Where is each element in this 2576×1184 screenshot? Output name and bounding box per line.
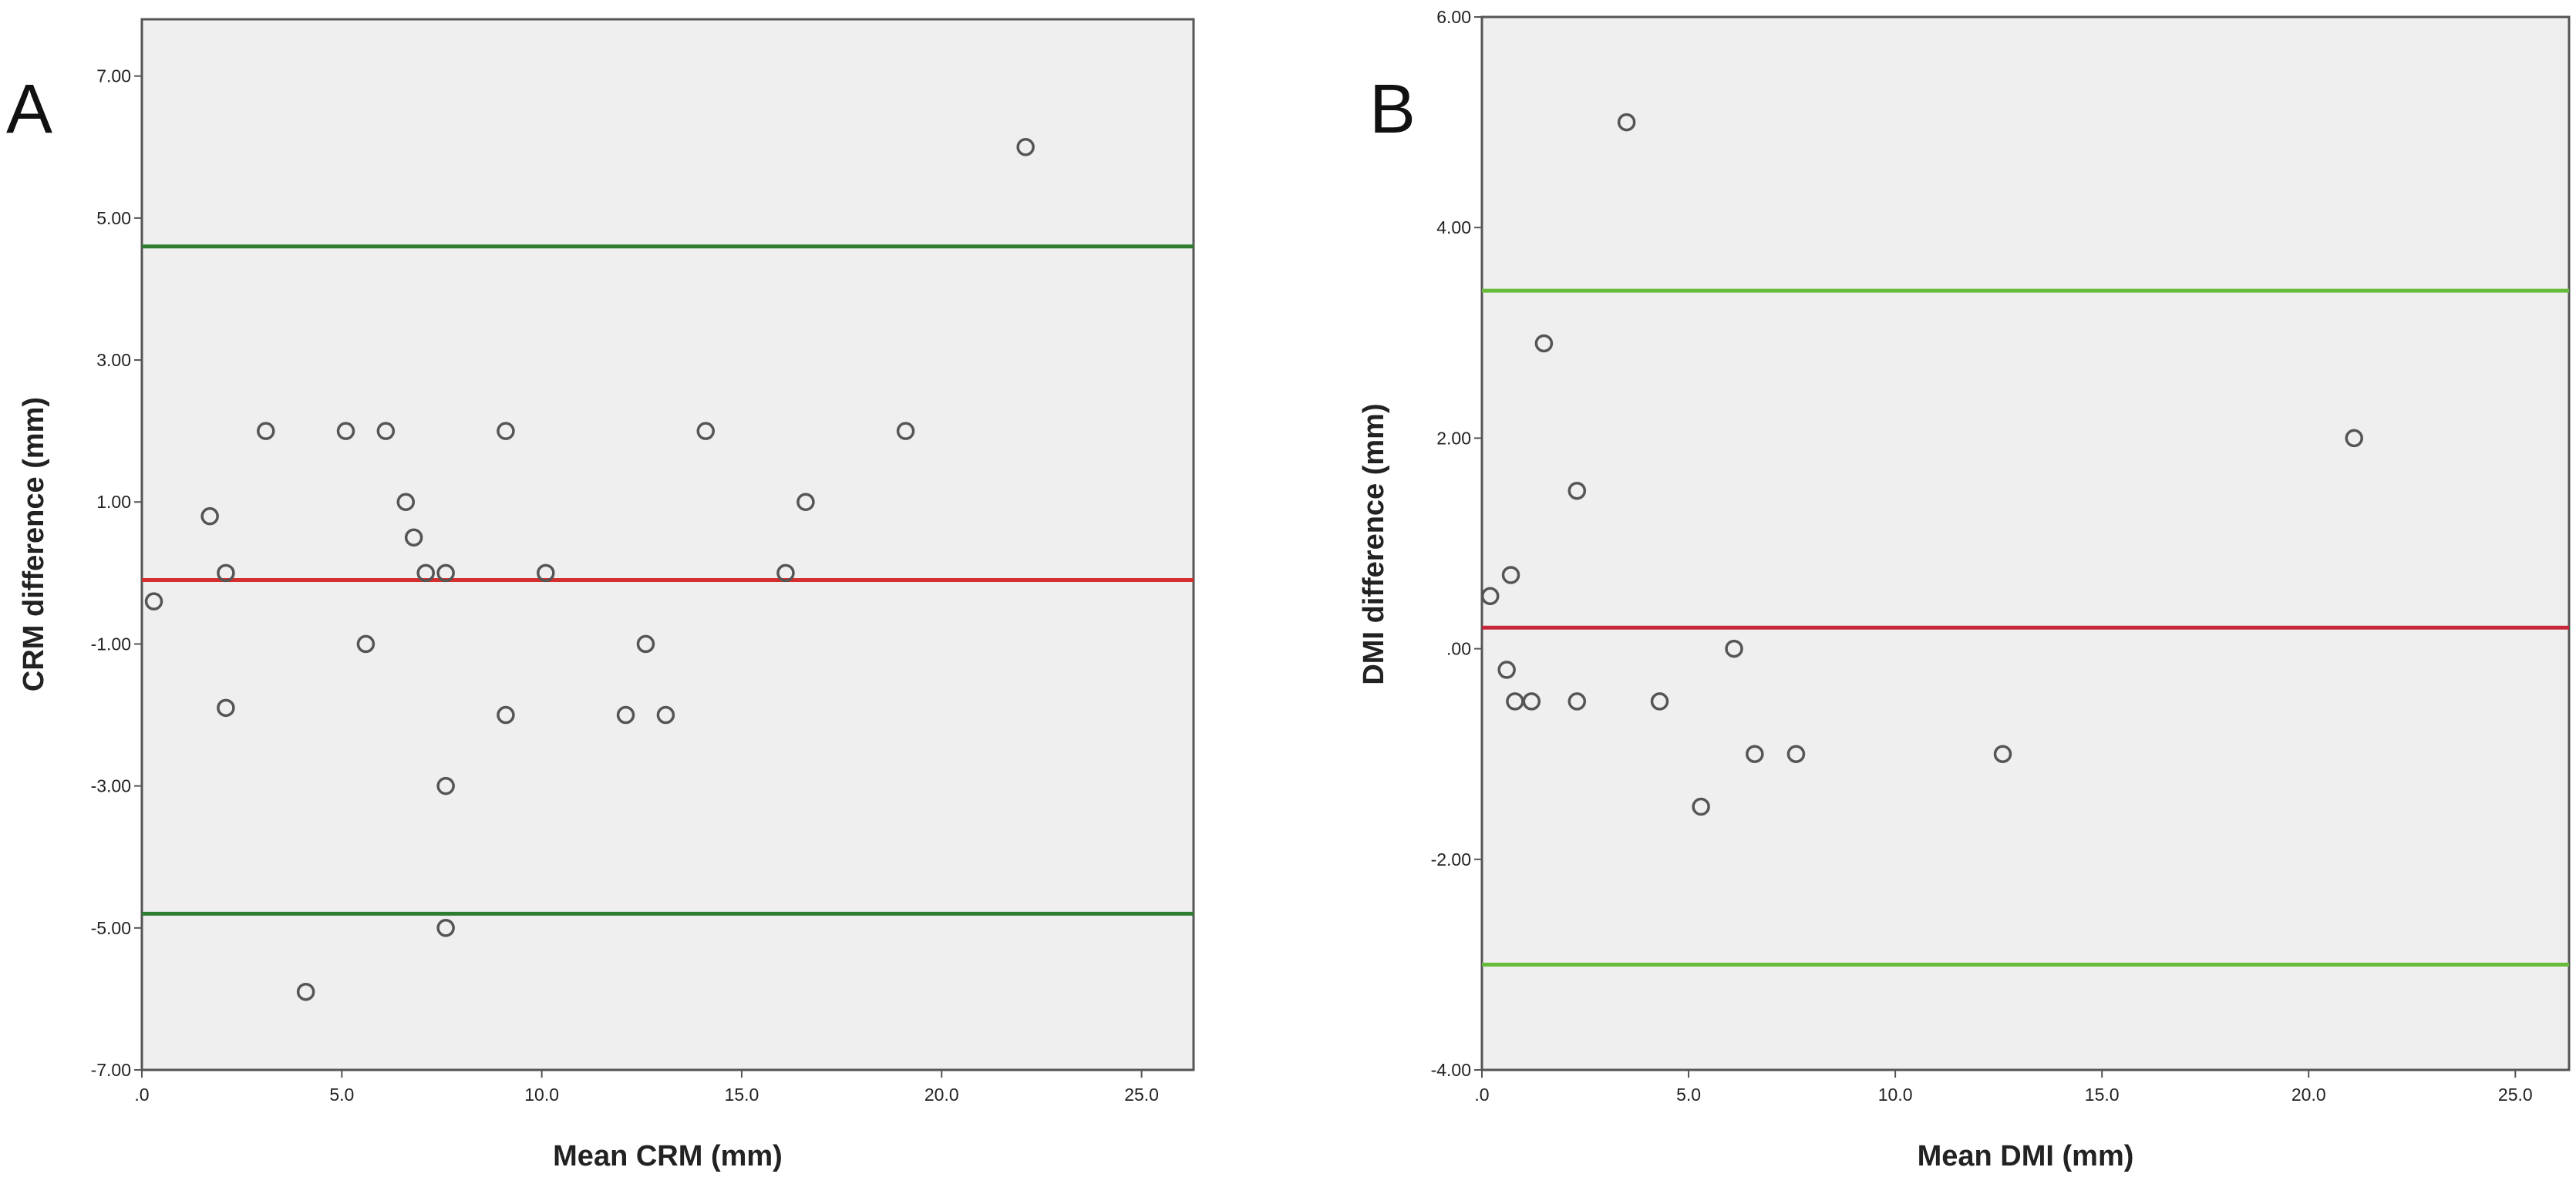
panel-a-data-point-6 bbox=[336, 422, 355, 440]
panel-a-y-tick-label-2: 3.00 bbox=[96, 350, 131, 370]
panel-a-x-tick-label-1: 5.0 bbox=[329, 1085, 354, 1105]
panel-a-data-point-15 bbox=[497, 422, 515, 440]
panel-b-y-tick-label-1: 4.00 bbox=[1436, 217, 1471, 237]
panel-a-label: A bbox=[6, 71, 52, 148]
panel-a-data-point-23 bbox=[796, 493, 815, 511]
panel-b-y-tick-label-0: 6.00 bbox=[1436, 7, 1471, 27]
panel-a-plot-area bbox=[140, 18, 1195, 1071]
panel-a-y-axis-title: CRM difference (mm) bbox=[18, 397, 50, 691]
panel-b-data-point-2 bbox=[1501, 566, 1520, 584]
panel-a-data-point-8 bbox=[376, 422, 396, 440]
panel-a-x-axis: .0 5.0 10.0 15.0 20.0 25.0 bbox=[134, 1070, 1159, 1105]
panel-b-y-tick-label-4: -2.00 bbox=[1431, 849, 1471, 870]
panel-a-x-tick-label-4: 20.0 bbox=[924, 1085, 959, 1105]
panel-b-data-point-12 bbox=[1746, 745, 1764, 763]
panel-a-data-point-0 bbox=[144, 592, 163, 610]
panel-b-data-point-13 bbox=[1786, 745, 1806, 763]
panel-a-data-point-24 bbox=[896, 422, 915, 440]
panel-b-x-tick-label-5: 25.0 bbox=[2498, 1085, 2533, 1105]
panel-b-data-point-6 bbox=[1567, 481, 1587, 500]
panel-a-y-tick-label-4: -1.00 bbox=[91, 634, 131, 654]
panel-a-data-point-3 bbox=[217, 698, 235, 718]
panel-b-data-point-11 bbox=[1725, 639, 1743, 658]
panel-a-data-point-22 bbox=[776, 563, 795, 583]
panel-a-y-tick-label-3: 1.00 bbox=[96, 492, 131, 512]
panel-b-data-point-10 bbox=[1692, 797, 1710, 816]
panel-b-points bbox=[1480, 113, 2363, 816]
panel-b-y-axis-title: DMI difference (mm) bbox=[1358, 403, 1390, 684]
panel-a-data-point-4 bbox=[257, 422, 275, 440]
panel-a-x-tick-label-3: 15.0 bbox=[725, 1085, 759, 1105]
panel-a-data-point-16 bbox=[497, 705, 515, 725]
panel-a-x-tick-label-0: .0 bbox=[134, 1085, 149, 1105]
panel-b-data-point-0 bbox=[1480, 587, 1500, 606]
panel-b-y-axis: 6.00 4.00 2.00 .00 -2.00 -4.00 bbox=[1431, 7, 1482, 1080]
panel-b-x-tick-label-2: 10.0 bbox=[1878, 1085, 1913, 1105]
panel-b-data-point-7 bbox=[1567, 692, 1587, 711]
panel-b-data-point-4 bbox=[1522, 692, 1541, 711]
panel-b-y-tick-label-2: 2.00 bbox=[1436, 428, 1471, 448]
panel-a-y-axis: 7.00 5.00 3.00 1.00 -1.00 -3.00 -5.00 -7.00 bbox=[91, 66, 142, 1080]
panel-b-data-point-14 bbox=[1993, 745, 2012, 763]
panel-b-x-tick-label-4: 20.0 bbox=[2291, 1085, 2326, 1105]
panel-b-plot-area bbox=[1480, 15, 2571, 1071]
panel-b-reference-lines bbox=[1482, 288, 2569, 967]
panel-b-data-point-5 bbox=[1534, 334, 1554, 353]
panel-a-x-tick-label-5: 25.0 bbox=[1124, 1085, 1159, 1105]
panel-b-y-tick-label-5: -4.00 bbox=[1431, 1060, 1471, 1080]
panel-a-data-point-13 bbox=[436, 776, 455, 796]
panel-a-data-point-5 bbox=[296, 982, 315, 1001]
panel-a-y-tick-label-0: 7.00 bbox=[96, 66, 131, 86]
panel-a-y-tick-label-1: 5.00 bbox=[96, 208, 131, 228]
panel-a-data-point-21 bbox=[696, 422, 716, 440]
panel-b-x-tick-label-1: 5.0 bbox=[1676, 1085, 1701, 1105]
panel-b-data-point-8 bbox=[1617, 113, 1636, 132]
panel-a-data-point-19 bbox=[636, 634, 655, 654]
panel-a-data-point-17 bbox=[537, 563, 555, 583]
panel-a: A .0 5.0 10.0 15.0 20.0 25.0 7.00 5.00 3.00 1.00… bbox=[6, 18, 1195, 1172]
panel-a-data-point-7 bbox=[356, 634, 375, 654]
panel-a-x-tick-label-2: 10.0 bbox=[524, 1085, 559, 1105]
panel-a-data-point-9 bbox=[396, 493, 416, 511]
panel-a-reference-lines bbox=[142, 244, 1194, 916]
panel-b-data-point-15 bbox=[2345, 429, 2363, 448]
panel-a-data-point-2 bbox=[217, 563, 235, 583]
panel-b-x-tick-label-0: .0 bbox=[1474, 1085, 1489, 1105]
panel-a-x-axis-title: Mean CRM (mm) bbox=[553, 1140, 783, 1172]
panel-a-y-tick-label-5: -3.00 bbox=[91, 776, 131, 796]
panel-a-data-point-10 bbox=[404, 528, 423, 547]
panel-a-data-point-12 bbox=[436, 563, 455, 583]
panel-b-x-axis-title: Mean DMI (mm) bbox=[1918, 1140, 2134, 1172]
panel-a-y-tick-label-7: -7.00 bbox=[91, 1060, 131, 1080]
panel-a-data-point-1 bbox=[200, 506, 219, 526]
panel-a-data-point-11 bbox=[416, 563, 435, 583]
panel-b-data-point-9 bbox=[1650, 692, 1669, 711]
panel-a-data-point-25 bbox=[1016, 138, 1035, 156]
panel-b-data-point-1 bbox=[1497, 661, 1516, 679]
panel-b: B .0 5.0 10.0 15.0 20.0 25.0 6.00 4.00 2.00 .00 -… bbox=[1358, 7, 2571, 1172]
panel-b-y-tick-label-3: .00 bbox=[1446, 639, 1471, 659]
panel-a-data-point-18 bbox=[616, 705, 635, 725]
panel-a-data-point-14 bbox=[436, 919, 455, 937]
panel-b-x-tick-label-3: 15.0 bbox=[2085, 1085, 2120, 1105]
panel-b-label: B bbox=[1369, 71, 1416, 148]
panel-a-y-tick-label-6: -5.00 bbox=[91, 918, 131, 938]
panel-b-x-axis: .0 5.0 10.0 15.0 20.0 25.0 bbox=[1474, 1070, 2533, 1105]
panel-a-points bbox=[144, 138, 1035, 1001]
panel-a-data-point-20 bbox=[656, 705, 675, 725]
